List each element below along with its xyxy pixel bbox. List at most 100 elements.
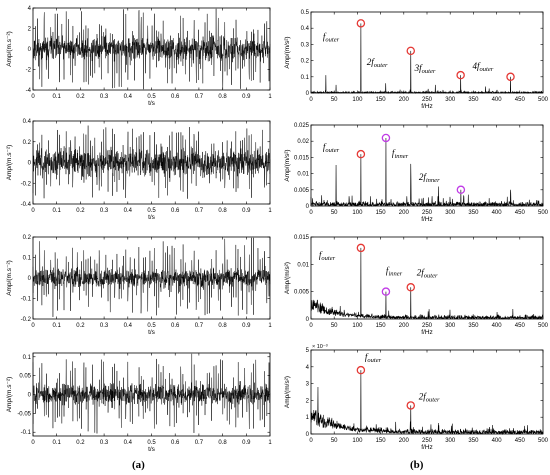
y-tick-label-a1-1: 2 xyxy=(28,27,32,33)
x-tick-label-a3-8: 0.8 xyxy=(218,323,227,329)
x-tick-label-a1-5: 0.5 xyxy=(147,94,156,100)
x-tick-label-b4-6: 300 xyxy=(445,438,456,444)
y-axis-label-b3: Amp/(m/s²) xyxy=(284,262,291,294)
peak-marker-b4-1 xyxy=(406,401,416,410)
y-tick-label-a4-3: -0.05 xyxy=(17,411,31,417)
x-tick-label-b3-7: 350 xyxy=(468,323,479,329)
x-tick-label-a2-4: 0.4 xyxy=(124,208,133,214)
peak-label-b1-1: 2fouter xyxy=(367,57,388,69)
x-tick-label-b4-7: 350 xyxy=(468,438,479,444)
peak-marker-b1-0 xyxy=(356,19,366,28)
x-tick-label-a1-8: 0.8 xyxy=(218,94,227,100)
x-axis-label-b1: f/Hz xyxy=(421,103,433,110)
x-tick-label-b2-1: 50 xyxy=(331,210,338,216)
x-tick-label-b3-8: 400 xyxy=(492,323,503,329)
y-axis-label-a2: Amp/(m.s⁻²) xyxy=(6,145,13,181)
y-axis-label-a3: Amp/(m.s⁻²) xyxy=(6,260,13,296)
x-tick-label-b4-8: 400 xyxy=(492,438,503,444)
x-tick-label-a4-0: 0 xyxy=(31,440,35,446)
y-tick-label-b4-0: 5 xyxy=(306,348,310,354)
series-line-a3 xyxy=(32,237,271,317)
y-tick-label-b3-3: 0 xyxy=(306,317,310,323)
x-tick-label-a4-5: 0.5 xyxy=(147,440,156,446)
series-line-a2 xyxy=(32,125,271,199)
y-tick-label-b2-5: 0 xyxy=(306,204,310,210)
x-tick-label-b3-2: 100 xyxy=(352,323,363,329)
x-tick-label-b2-7: 350 xyxy=(468,210,479,216)
axes-box-b4 xyxy=(310,349,544,435)
peak-marker-b1-1 xyxy=(406,46,416,56)
y-tick-label-a4-2: 0 xyxy=(28,393,32,399)
y-tick-label-a2-4: -0.4 xyxy=(21,202,32,208)
x-tick-label-a4-2: 0.2 xyxy=(76,440,85,446)
y-tick-label-a3-1: 0.1 xyxy=(23,256,32,262)
x-tick-label-b4-0: 0 xyxy=(309,438,313,444)
x-tick-label-b2-6: 300 xyxy=(445,210,456,216)
x-tick-label-a2-0: 0 xyxy=(31,208,35,214)
x-tick-label-b1-8: 400 xyxy=(492,97,503,103)
y-tick-label-a1-0: 4 xyxy=(28,6,32,12)
peak-marker-b2-1 xyxy=(381,133,391,143)
peak-marker-b1-3 xyxy=(506,72,515,82)
x-tick-label-b2-10: 500 xyxy=(538,210,549,216)
y-tick-label-b1-1: 0.4 xyxy=(301,26,310,32)
axes-box-b1 xyxy=(310,11,544,94)
series-line-a4 xyxy=(32,353,271,434)
y-tick-label-b3-2: 0.005 xyxy=(294,290,310,296)
x-tick-label-b2-3: 150 xyxy=(376,210,387,216)
x-tick-label-a3-7: 0.7 xyxy=(195,323,204,329)
x-tick-label-a1-0: 0 xyxy=(31,94,35,100)
peak-label-b1-2: 3fouter xyxy=(414,63,436,75)
x-tick-label-b1-2: 100 xyxy=(352,97,363,103)
x-tick-label-b3-5: 250 xyxy=(422,323,433,329)
x-tick-label-a3-10: 1 xyxy=(268,323,272,329)
x-tick-label-b1-7: 350 xyxy=(468,97,479,103)
x-tick-label-b1-1: 50 xyxy=(331,97,338,103)
y-axis-label-b4: Amp/(m/s²) xyxy=(284,376,291,408)
y-tick-label-a2-0: 0.4 xyxy=(23,119,32,125)
y-tick-label-a2-2: 0 xyxy=(28,161,32,167)
x-tick-label-a3-2: 0.2 xyxy=(76,323,85,329)
peak-marker-b2-0 xyxy=(356,149,366,159)
y-tick-label-b1-0: 0.5 xyxy=(301,10,310,16)
y-scale-note-b4: × 10⁻³ xyxy=(312,344,328,350)
peak-label-b3-0: fouter xyxy=(319,250,336,262)
caption-b: (b) xyxy=(410,459,424,471)
x-tick-label-b3-9: 450 xyxy=(515,323,526,329)
y-tick-label-a2-1: 0.2 xyxy=(23,140,32,146)
x-tick-label-a3-3: 0.3 xyxy=(100,323,109,329)
y-tick-label-a4-4: -0.1 xyxy=(21,430,32,436)
peak-label-b2-1: finner xyxy=(392,148,409,160)
peak-label-b2-0: fouter xyxy=(323,142,340,154)
x-tick-label-b3-1: 50 xyxy=(331,323,338,329)
x-axis-label-a3: t/s xyxy=(148,329,156,336)
y-axis-label-b1: Amp/(m/s²) xyxy=(284,36,291,68)
y-tick-label-a3-2: 0 xyxy=(28,276,32,282)
x-tick-label-a1-10: 1 xyxy=(268,94,272,100)
x-tick-label-a4-1: 0.1 xyxy=(53,440,62,446)
peak-label-b4-0: fouter xyxy=(365,352,382,364)
x-tick-label-a3-6: 0.6 xyxy=(171,323,180,329)
x-tick-label-a4-9: 0.9 xyxy=(242,440,251,446)
chart-a4: 0 0.1 0.2 0.3 0.4 0.5 0.6 0.7 0.8 0.9 1 0.1 0.05 0 -0.… xyxy=(6,352,272,453)
chart-b3: 0 50 100 150 200 250 300 350 400 450 500 0.015 0.01 0… xyxy=(284,235,549,336)
x-axis-label-b2: f/Hz xyxy=(421,216,433,223)
y-tick-label-a1-4: -4 xyxy=(26,88,32,94)
peak-label-b1-3: 4fouter xyxy=(473,61,494,73)
x-axis-label-a1: t/s xyxy=(148,100,156,107)
x-tick-label-a4-8: 0.8 xyxy=(218,440,227,446)
y-tick-label-a2-3: -0.2 xyxy=(21,181,32,187)
y-tick-label-b3-1: 0.01 xyxy=(297,262,309,268)
peak-label-b3-1: finner xyxy=(386,266,403,278)
x-tick-label-a4-10: 1 xyxy=(268,440,272,446)
peak-label-b2-2: 2finner xyxy=(419,172,440,184)
y-tick-label-b1-5: 0 xyxy=(306,91,310,97)
chart-b4: 0 50 100 150 200 250 300 350 400 450 500 5 4 3 2 1 0 f/Hz… xyxy=(284,344,549,451)
y-tick-label-a4-0: 0.1 xyxy=(23,355,32,361)
x-tick-label-a4-4: 0.4 xyxy=(124,440,133,446)
x-tick-label-a1-2: 0.2 xyxy=(76,94,85,100)
y-tick-label-b4-3: 2 xyxy=(306,398,310,404)
x-tick-label-b1-6: 300 xyxy=(445,97,456,103)
x-tick-label-a4-3: 0.3 xyxy=(100,440,109,446)
x-tick-label-a1-7: 0.7 xyxy=(195,94,204,100)
